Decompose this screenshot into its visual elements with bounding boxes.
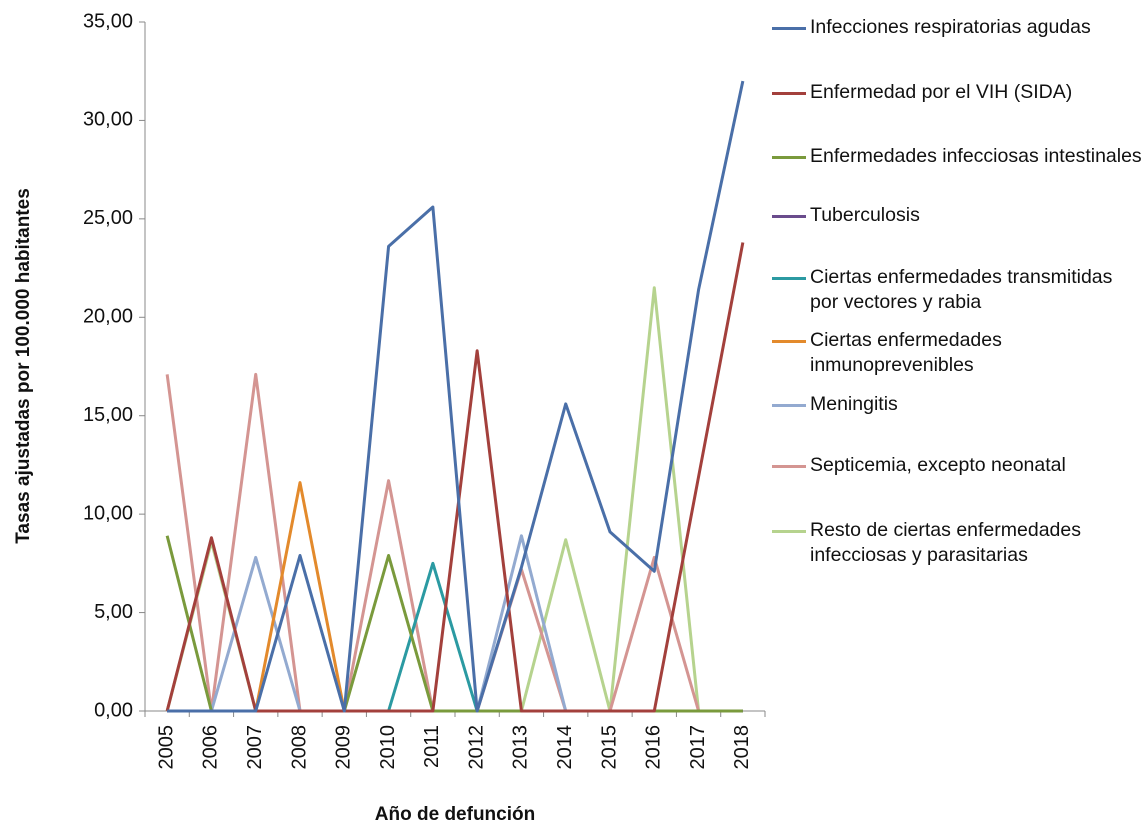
y-tick-label: 25,00 — [83, 207, 133, 229]
legend-swatch — [772, 27, 806, 30]
plot — [165, 80, 745, 713]
legend-swatch — [772, 156, 806, 159]
series-line — [167, 80, 745, 713]
series-line — [165, 286, 743, 713]
y-tick-label: 20,00 — [83, 306, 133, 328]
x-tick-label: 2006 — [200, 725, 222, 770]
legend-item: Resto de ciertas enfermedades infecciosa… — [772, 518, 1144, 568]
legend-item: Ciertas enfermedades inmunoprevenibles — [772, 328, 1144, 378]
legend-item: Ciertas enfermedades transmitidas por ve… — [772, 265, 1144, 315]
legend-item: Tuberculosis — [772, 203, 1144, 228]
legend-swatch — [772, 340, 806, 343]
y-tick-label: 10,00 — [83, 502, 133, 524]
y-axis-title: Tasas ajustadas por 100.000 habitantes — [13, 188, 34, 544]
x-tick-label: 2016 — [643, 725, 665, 770]
x-tick-label: 2013 — [510, 725, 532, 770]
y-tick-label: 35,00 — [83, 10, 133, 32]
legend-swatch — [772, 404, 806, 407]
legend-label: Ciertas enfermedades transmitidas por ve… — [810, 266, 1113, 313]
legend-label: Enfermedades infecciosas intestinales — [810, 145, 1142, 167]
legend-swatch — [772, 277, 806, 280]
legend-label: Enfermedad por el VIH (SIDA) — [810, 81, 1073, 103]
y-tick-label: 5,00 — [94, 601, 133, 623]
legend-item: Septicemia, excepto neonatal — [772, 453, 1144, 478]
x-tick-label: 2008 — [288, 725, 310, 770]
x-tick-label: 2009 — [333, 725, 355, 770]
legend-label: Resto de ciertas enfermedades infecciosa… — [810, 519, 1081, 566]
legend-item: Infecciones respiratorias agudas — [772, 15, 1144, 40]
x-tick-label: 2017 — [687, 725, 709, 770]
y-tick-label: 0,00 — [94, 699, 133, 721]
legend-label: Meningitis — [810, 393, 898, 415]
legend-item: Meningitis — [772, 392, 1144, 417]
x-tick-label: 2011 — [421, 725, 443, 768]
legend-item: Enfermedad por el VIH (SIDA) — [772, 80, 1144, 105]
legend-swatch — [772, 92, 806, 95]
y-tick-label: 15,00 — [83, 404, 133, 426]
legend-label: Tuberculosis — [810, 204, 920, 226]
series-line — [165, 242, 745, 713]
x-tick-label: 2005 — [155, 725, 177, 770]
x-tick-label: 2010 — [377, 725, 399, 770]
series-line — [167, 561, 743, 713]
x-tick-label: 2007 — [244, 725, 266, 770]
series-line — [167, 481, 743, 713]
legend-swatch — [772, 530, 806, 533]
legend-item: Enfermedades infecciosas intestinales — [772, 144, 1144, 169]
legend-swatch — [772, 465, 806, 468]
y-tick-label: 30,00 — [83, 109, 133, 131]
legend-label: Septicemia, excepto neonatal — [810, 454, 1066, 476]
x-tick-label: 2018 — [731, 725, 753, 770]
legend-swatch — [772, 215, 806, 218]
x-tick-label: 2012 — [465, 725, 487, 770]
legend-label: Ciertas enfermedades inmunoprevenibles — [810, 329, 1002, 376]
legend-label: Infecciones respiratorias agudas — [810, 16, 1091, 38]
x-tick-label: 2014 — [554, 725, 576, 770]
x-axis-title: Año de defunción — [375, 804, 535, 825]
x-tick-label: 2015 — [598, 725, 620, 770]
